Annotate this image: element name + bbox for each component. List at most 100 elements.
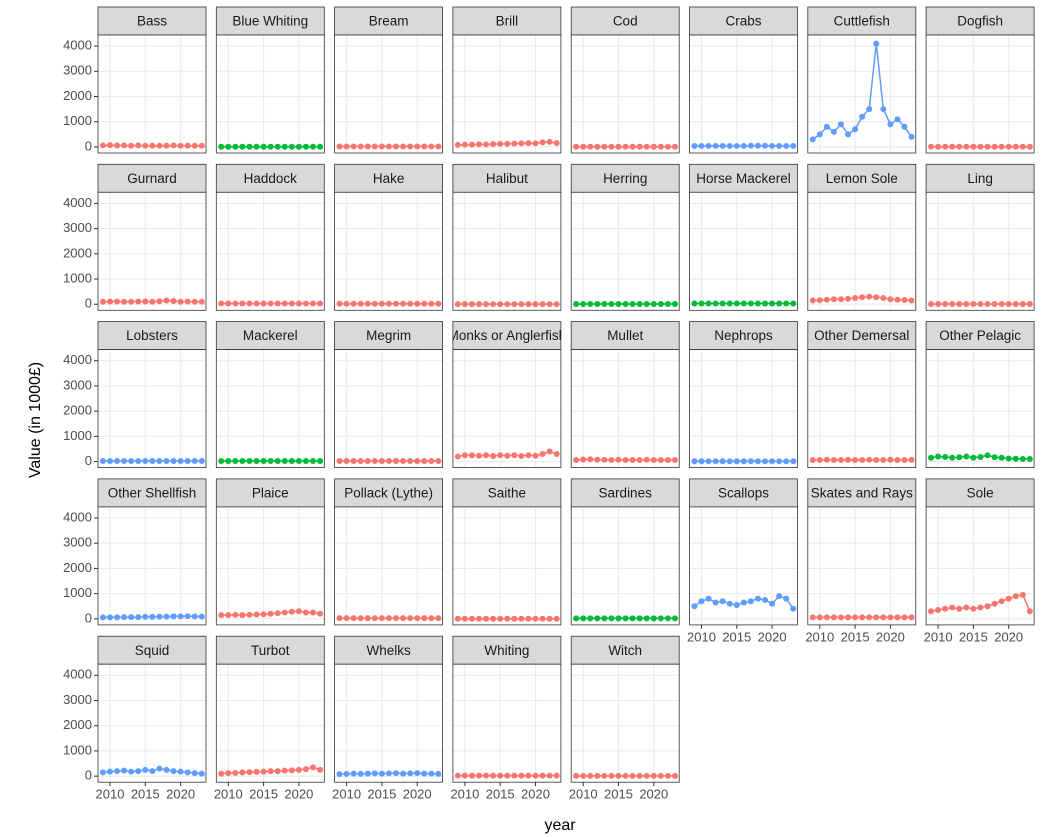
point [1026,456,1033,463]
point [928,608,935,615]
panel-border [452,506,562,626]
point [310,300,317,307]
facet: Mackerel [215,321,325,469]
strip [807,163,917,193]
point [170,297,177,304]
point [671,457,678,464]
x-tick-label: 2020 [166,787,195,802]
point [901,123,908,130]
point [636,615,643,622]
point [991,300,998,307]
point [414,458,421,465]
y-tick-label: 1000 [63,585,92,600]
point [601,300,608,307]
point [225,770,232,777]
point [852,614,859,621]
point [518,301,525,308]
point [880,457,887,464]
panel [98,192,206,311]
point [364,458,371,465]
panel-border [925,34,1035,154]
point [191,458,198,465]
point [295,766,302,773]
point [580,456,587,463]
point [454,141,461,148]
point [149,142,156,149]
strip-label: Lemon Sole [826,171,898,186]
point [156,458,163,465]
point [608,772,615,779]
strip [452,478,562,508]
point [873,614,880,621]
point [650,615,657,622]
point [170,142,177,149]
strip [452,635,562,665]
point [636,772,643,779]
point [956,605,963,612]
point [385,143,392,150]
strip [452,321,562,351]
strip [807,321,917,351]
point [142,458,149,465]
point [350,615,357,622]
point [191,298,198,305]
point [866,614,873,621]
x-tick-label: 2015 [841,629,870,644]
x-tick-label: 2020 [994,629,1023,644]
point [698,142,705,149]
point [601,143,608,150]
point [894,457,901,464]
panel [689,349,798,468]
point [246,300,253,307]
panel-border [925,506,1035,626]
point [657,300,664,307]
point [414,300,421,307]
strip-label: Gurnard [127,171,177,186]
point [852,126,859,133]
point [504,452,511,459]
point [504,301,511,308]
point [935,300,942,307]
point [267,300,274,307]
point [225,612,232,619]
point [163,297,170,304]
point [302,143,309,150]
point [483,452,490,459]
panel-border [570,349,680,469]
facet: Saithe [452,478,562,626]
point [468,772,475,779]
point [1019,143,1026,150]
point [378,615,385,622]
point [511,772,518,779]
strip-label: Dogfish [957,14,1003,29]
y-tick-label: 3000 [63,220,92,235]
point [546,448,553,455]
panel [571,349,680,468]
point [1005,300,1012,307]
x-tick-label: 2020 [521,787,550,802]
point [671,300,678,307]
point [1005,595,1012,602]
panel-border [807,34,917,154]
strip-label: Squid [135,643,170,658]
point [845,131,852,138]
point [239,143,246,150]
point [608,457,615,464]
y-tick-label: 4000 [63,38,92,53]
facet: Lobsters 0 1000 2000 3000 4000 [63,321,207,469]
point [128,142,135,149]
point [343,300,350,307]
panel-border [689,506,798,626]
point [873,40,880,47]
point [615,143,622,150]
point [149,768,156,775]
point [928,300,935,307]
point [859,614,866,621]
point [281,767,288,774]
panel [216,35,325,153]
point [622,457,629,464]
point [490,615,497,622]
point [970,605,977,612]
point [580,772,587,779]
point [260,768,267,775]
